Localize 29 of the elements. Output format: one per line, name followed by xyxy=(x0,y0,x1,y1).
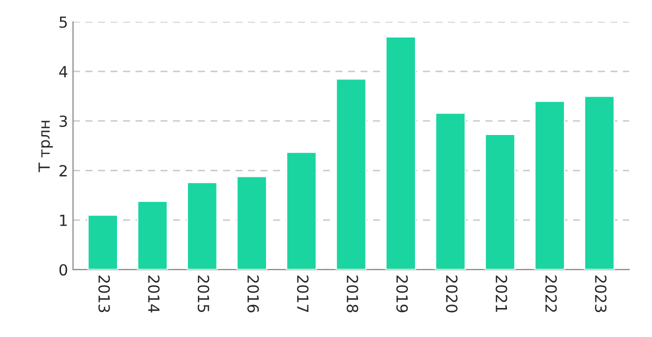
y-tick-label: 0 xyxy=(59,264,68,276)
y-tick-label: 4 xyxy=(59,66,68,78)
y-tick-label: 1 xyxy=(60,214,67,226)
bar xyxy=(336,78,367,270)
y-tick-label: 5 xyxy=(60,16,67,28)
bar xyxy=(584,96,615,270)
x-tick-label: 2015 xyxy=(198,276,210,312)
bar xyxy=(87,214,118,270)
x-tick-label: 2020 xyxy=(446,276,458,312)
bar xyxy=(484,134,516,270)
x-tick-label: 2018 xyxy=(346,276,358,312)
y-tick-label: 2 xyxy=(60,164,67,176)
x-tick-label: 2019 xyxy=(396,276,408,312)
x-tick-label: 2021 xyxy=(496,276,508,312)
x-tick-label: 2013 xyxy=(98,276,110,312)
bar xyxy=(236,176,268,270)
bar xyxy=(286,152,318,270)
bar xyxy=(186,182,218,270)
bar xyxy=(434,112,466,270)
x-tick-label: 2016 xyxy=(247,276,259,312)
x-tick-label: 2017 xyxy=(297,276,309,312)
bar xyxy=(534,100,566,270)
y-tick-label: 3 xyxy=(60,115,67,128)
bar xyxy=(385,36,416,270)
y-axis-title: Т трлн xyxy=(38,120,53,172)
x-tick-label: 2014 xyxy=(148,276,160,312)
bar xyxy=(136,200,168,270)
x-tick-label: 2023 xyxy=(594,276,607,312)
x-tick-label: 2022 xyxy=(545,276,557,312)
